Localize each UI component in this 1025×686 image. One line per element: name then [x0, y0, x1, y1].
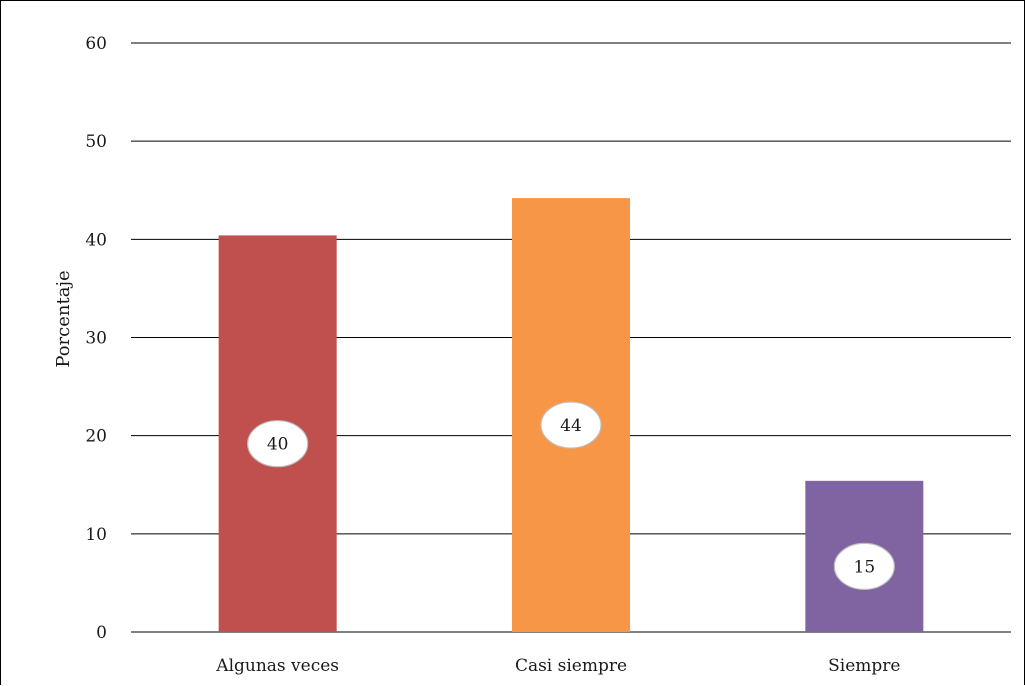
- y-tick-labels: 0 10 20 30 40 50 60: [85, 34, 107, 643]
- data-label-1: 44: [540, 401, 602, 449]
- data-labels: 40 44 15: [247, 401, 895, 591]
- y-tick-label-2: 20: [85, 427, 107, 447]
- y-tick-label-0: 0: [96, 623, 107, 643]
- data-label-2: 15: [833, 542, 895, 591]
- y-tick-label-6: 60: [85, 34, 107, 54]
- y-tick-label-3: 30: [85, 329, 107, 349]
- category-label-0: Algunas veces: [215, 656, 339, 676]
- y-tick-label-5: 50: [85, 132, 107, 152]
- category-labels: Algunas veces Casi siempre Siempre: [215, 656, 900, 676]
- data-label-text-2: 15: [854, 557, 876, 577]
- category-label-2: Siempre: [828, 656, 900, 676]
- data-label-bubble-2: [833, 542, 895, 591]
- category-label-1: Casi siempre: [515, 656, 627, 676]
- data-label-bubble-0: [247, 420, 309, 468]
- y-tick-label-4: 40: [85, 230, 107, 250]
- y-axis-label: Porcentaje: [53, 270, 74, 367]
- data-label-text-0: 40: [267, 435, 289, 455]
- data-label-0: 40: [247, 420, 309, 468]
- data-label-bubble-1: [540, 401, 602, 449]
- data-label-text-1: 44: [560, 416, 582, 436]
- y-tick-label-1: 10: [85, 525, 107, 545]
